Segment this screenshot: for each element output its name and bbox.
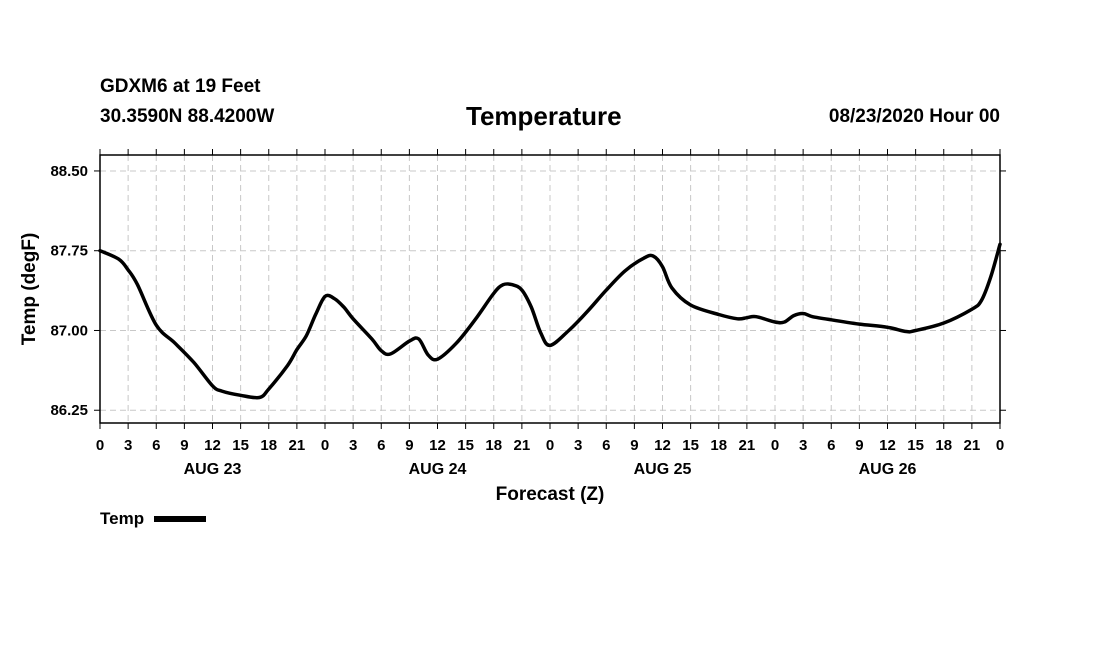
- x-tick-label: 6: [602, 437, 610, 454]
- x-tick-label: 9: [405, 437, 413, 454]
- x-tick-label: 12: [429, 437, 446, 454]
- x-tick-label: 12: [879, 437, 896, 454]
- y-axis-label: Temp (degF): [19, 233, 40, 346]
- x-tick-label: 12: [204, 437, 221, 454]
- x-tick-label: 18: [260, 437, 277, 454]
- x-tick-label: 0: [321, 437, 329, 454]
- temp-series-line: [98, 242, 1002, 400]
- day-label: AUG 26: [859, 461, 917, 478]
- x-tick-label: 15: [457, 437, 474, 454]
- x-tick-label: 9: [855, 437, 863, 454]
- x-tick-label: 18: [935, 437, 952, 454]
- x-tick-label: 9: [180, 437, 188, 454]
- day-label: AUG 24: [409, 461, 467, 478]
- day-label: AUG 23: [184, 461, 242, 478]
- x-tick-label: 18: [485, 437, 502, 454]
- x-tick-label: 18: [710, 437, 727, 454]
- x-tick-label: 6: [827, 437, 835, 454]
- legend: Temp: [100, 509, 207, 529]
- y-tick-label: 88.50: [50, 163, 88, 180]
- series-layer: [98, 242, 1002, 400]
- x-tick-label: 3: [574, 437, 582, 454]
- y-tick-label: 86.25: [50, 402, 88, 419]
- grid: [100, 155, 1000, 423]
- x-tick-label: 0: [546, 437, 554, 454]
- axis-ticks: [94, 149, 1006, 429]
- coordinates-label: 30.3590N 88.4200W: [100, 106, 275, 127]
- x-tick-label: 3: [799, 437, 807, 454]
- x-tick-label: 0: [996, 437, 1004, 454]
- x-tick-label: 6: [152, 437, 160, 454]
- chart-title: Temperature: [466, 101, 622, 131]
- x-tick-label: 0: [771, 437, 779, 454]
- x-tick-label: 15: [682, 437, 699, 454]
- y-tick-label: 87.75: [50, 243, 88, 260]
- x-axis-label: Forecast (Z): [496, 484, 605, 505]
- day-label: AUG 25: [634, 461, 692, 478]
- x-tick-label: 15: [907, 437, 924, 454]
- legend-swatch: [154, 516, 207, 522]
- x-tick-label: 12: [654, 437, 671, 454]
- x-tick-label: 3: [124, 437, 132, 454]
- x-tick-label: 21: [514, 437, 531, 454]
- x-tick-label: 21: [289, 437, 306, 454]
- x-tick-label: 9: [630, 437, 638, 454]
- y-tick-label: 87.00: [50, 322, 88, 339]
- x-tick-label: 21: [739, 437, 756, 454]
- x-tick-label: 3: [349, 437, 357, 454]
- x-tick-label: 0: [96, 437, 104, 454]
- x-tick-label: 15: [232, 437, 249, 454]
- x-tick-label: 21: [964, 437, 981, 454]
- run-time-label: 08/23/2020 Hour 00: [828, 106, 1000, 127]
- x-tick-label: 6: [377, 437, 385, 454]
- station-label: GDXM6 at 19 Feet: [100, 76, 261, 97]
- axis-labels: 0 3 6 9 12 15 18 21 0 3 6 9 12 15 18 21 0 3 6 9 12 15 18 21 0 3 6 9…: [50, 163, 1004, 478]
- legend-label: Temp: [100, 509, 145, 528]
